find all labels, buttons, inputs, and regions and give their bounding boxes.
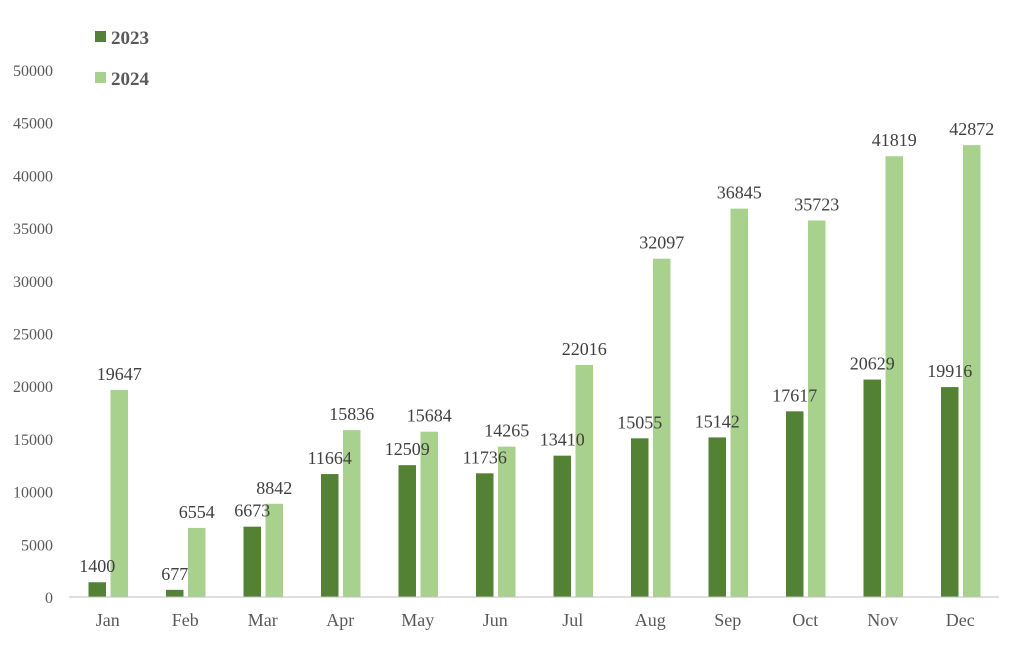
data-label-2023-mar: 6673: [234, 501, 270, 521]
bar-2023-jan: [88, 582, 106, 597]
bar-2023-nov: [863, 379, 881, 597]
bar-2024-nov: [885, 156, 903, 598]
bar-2024-sep: [730, 208, 748, 597]
data-label-2024-aug: 32097: [639, 233, 684, 253]
legend: 2023 2024: [95, 28, 150, 90]
data-label-2024-oct: 35723: [794, 194, 839, 214]
bar-2023-jul: [553, 455, 571, 597]
bar-2023-apr: [321, 474, 339, 597]
data-label-2024-dec: 42872: [949, 119, 994, 139]
x-tick-label-aug: Aug: [635, 610, 666, 630]
data-label-2023-aug: 15055: [617, 412, 662, 432]
x-tick-label-jun: Jun: [483, 610, 508, 630]
x-tick-label-jan: Jan: [96, 610, 120, 630]
bar-2024-may: [420, 431, 438, 597]
bar-2024-jan: [110, 389, 128, 597]
bar-2023-feb: [166, 589, 184, 597]
y-tick-label: 50000: [13, 63, 53, 80]
y-tick-label: 35000: [13, 221, 53, 238]
data-label-2024-mar: 8842: [256, 478, 292, 498]
y-tick-label: 40000: [13, 168, 53, 185]
data-label-2023-nov: 20629: [850, 354, 895, 374]
bar-2024-apr: [343, 430, 361, 597]
data-label-2024-feb: 6554: [179, 502, 215, 522]
data-label-2023-dec: 19916: [927, 361, 972, 381]
y-tick-label: 0: [45, 590, 53, 607]
bar-2023-mar: [243, 526, 261, 597]
x-tick-label-may: May: [401, 610, 434, 630]
legend-label-2023: 2023: [111, 28, 149, 49]
data-label-2024-sep: 36845: [717, 183, 762, 203]
data-label-2023-oct: 17617: [772, 385, 817, 405]
bar-2023-dec: [941, 387, 959, 597]
x-tick-label-oct: Oct: [792, 610, 818, 630]
y-tick-label: 30000: [13, 274, 53, 291]
bar-2023-sep: [708, 437, 726, 597]
data-label-2023-sep: 15142: [695, 411, 740, 431]
data-label-2023-may: 12509: [385, 439, 430, 459]
x-tick-label-mar: Mar: [248, 610, 278, 630]
plot-area: 1400 19647 677 6554 6673 8842 11664 15836 12509 1…: [79, 119, 994, 598]
x-tick-label-sep: Sep: [714, 610, 741, 630]
x-tick-label-apr: Apr: [326, 610, 354, 630]
data-label-2023-jan: 1400: [79, 556, 115, 576]
legend-swatch-2024: [95, 72, 106, 83]
data-label-2023-feb: 677: [161, 564, 188, 584]
data-label-2023-jul: 13410: [540, 430, 585, 450]
x-tick-label-nov: Nov: [867, 610, 898, 630]
bar-2024-jul: [575, 364, 593, 597]
y-tick-label: 10000: [13, 485, 53, 502]
data-label-2024-apr: 15836: [329, 404, 374, 424]
y-tick-label: 5000: [21, 537, 53, 554]
bar-2024-dec: [963, 145, 981, 597]
bar-2023-jun: [476, 473, 494, 597]
data-label-2024-jun: 14265: [484, 421, 529, 441]
bar-2024-mar: [265, 503, 283, 597]
x-axis: Jan Feb Mar Apr May Jun Jul Aug Sep Oct Nov Dec: [96, 610, 975, 630]
y-tick-label: 45000: [13, 116, 53, 133]
bar-2023-oct: [786, 411, 804, 597]
bar-2024-aug: [653, 258, 671, 597]
x-tick-label-jul: Jul: [562, 610, 583, 630]
data-label-2023-apr: 11664: [308, 448, 352, 468]
x-tick-label-dec: Dec: [946, 610, 975, 630]
bar-2024-feb: [188, 527, 206, 597]
y-tick-label: 20000: [13, 379, 53, 396]
data-label-2024-nov: 41819: [872, 130, 917, 150]
bar-2024-oct: [808, 220, 826, 598]
y-axis: 0 5000 10000 15000 20000 25000 30000 35000 40000…: [13, 63, 53, 607]
data-label-2023-jun: 11736: [463, 447, 507, 467]
data-label-2024-jul: 22016: [562, 339, 607, 359]
data-label-2024-may: 15684: [407, 406, 452, 426]
y-tick-label: 15000: [13, 432, 53, 449]
bar-2024-jun: [498, 446, 516, 597]
x-tick-label-feb: Feb: [172, 610, 199, 630]
y-tick-label: 25000: [13, 327, 53, 344]
legend-label-2024: 2024: [111, 69, 150, 90]
data-label-2024-jan: 19647: [97, 364, 142, 384]
bar-2023-aug: [631, 438, 649, 597]
legend-swatch-2023: [95, 31, 106, 42]
bar-2023-may: [398, 465, 416, 597]
